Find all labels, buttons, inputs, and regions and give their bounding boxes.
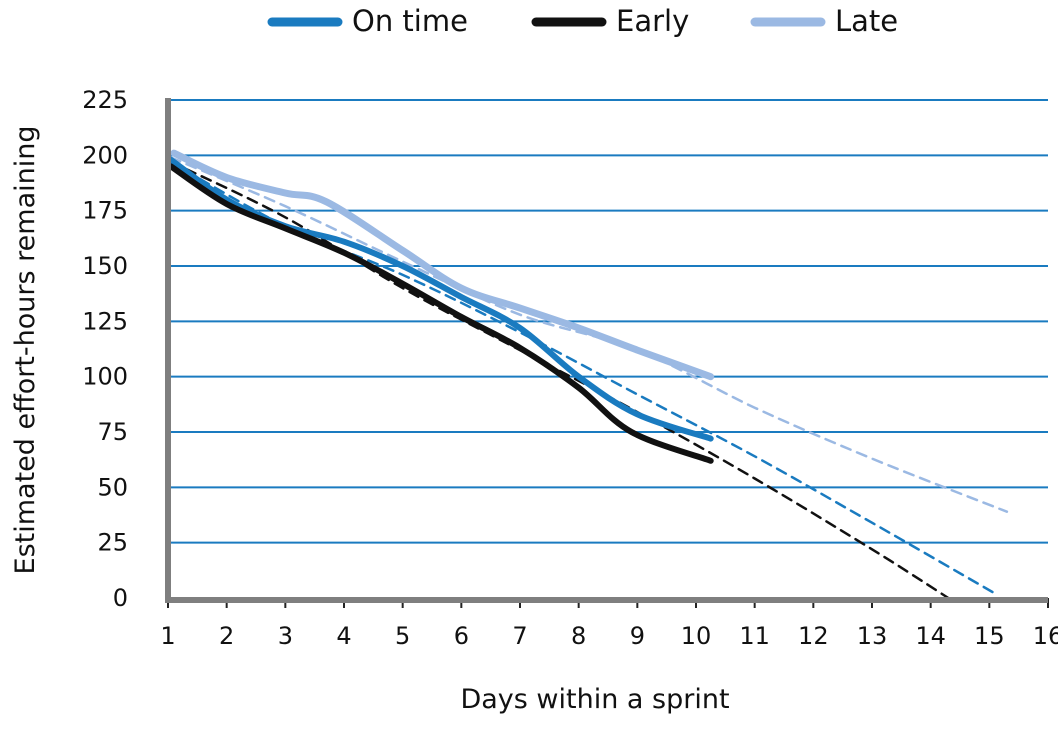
series-line-early — [167, 163, 714, 464]
y-tick-label-75: 75 — [97, 418, 128, 446]
x-tick-label-1: 1 — [160, 622, 175, 650]
x-tick-label-5: 5 — [395, 622, 410, 650]
x-tick-label-8: 8 — [571, 622, 586, 650]
y-tick-label-225: 225 — [82, 86, 128, 114]
x-tick-label-16: 16 — [1033, 622, 1058, 650]
grid-layer — [168, 99, 1048, 544]
x-tick-label-7: 7 — [512, 622, 527, 650]
y-tick-label-50: 50 — [97, 473, 128, 501]
x-tick-label-12: 12 — [798, 622, 829, 650]
x-tick-label-2: 2 — [219, 622, 234, 650]
x-axis-title: Days within a sprint — [460, 684, 729, 715]
y-tick-label-0: 0 — [113, 584, 128, 612]
x-tick-label-4: 4 — [336, 622, 351, 650]
series-line-late — [170, 149, 715, 381]
y-tick-label-175: 175 — [82, 197, 128, 225]
x-tick-label-11: 11 — [739, 622, 770, 650]
y-tick-label-150: 150 — [82, 252, 128, 280]
x-tick-label-3: 3 — [278, 622, 293, 650]
actual-layer — [167, 149, 715, 464]
x-tick-label-10: 10 — [681, 622, 712, 650]
x-tick-label-14: 14 — [915, 622, 946, 650]
y-tick-label-200: 200 — [82, 141, 128, 169]
legend: On time Early Late — [267, 4, 898, 38]
x-tick-label-6: 6 — [454, 622, 469, 650]
y-axis-title: Estimated effort-hours remaining — [10, 126, 41, 575]
y-tick-label-100: 100 — [82, 363, 128, 391]
trend-layer — [169, 156, 1009, 600]
x-tick-label-13: 13 — [857, 622, 888, 650]
legend-label-on-time: On time — [352, 4, 468, 38]
x-tick-label-15: 15 — [974, 622, 1005, 650]
y-tick-label-25: 25 — [97, 529, 128, 557]
series-line-on-time — [167, 156, 714, 442]
legend-label-late: Late — [835, 4, 898, 38]
y-tick-label-125: 125 — [82, 307, 128, 335]
x-tick-label-9: 9 — [630, 622, 645, 650]
legend-label-early: Early — [616, 4, 689, 38]
trend-line-early — [169, 160, 950, 600]
